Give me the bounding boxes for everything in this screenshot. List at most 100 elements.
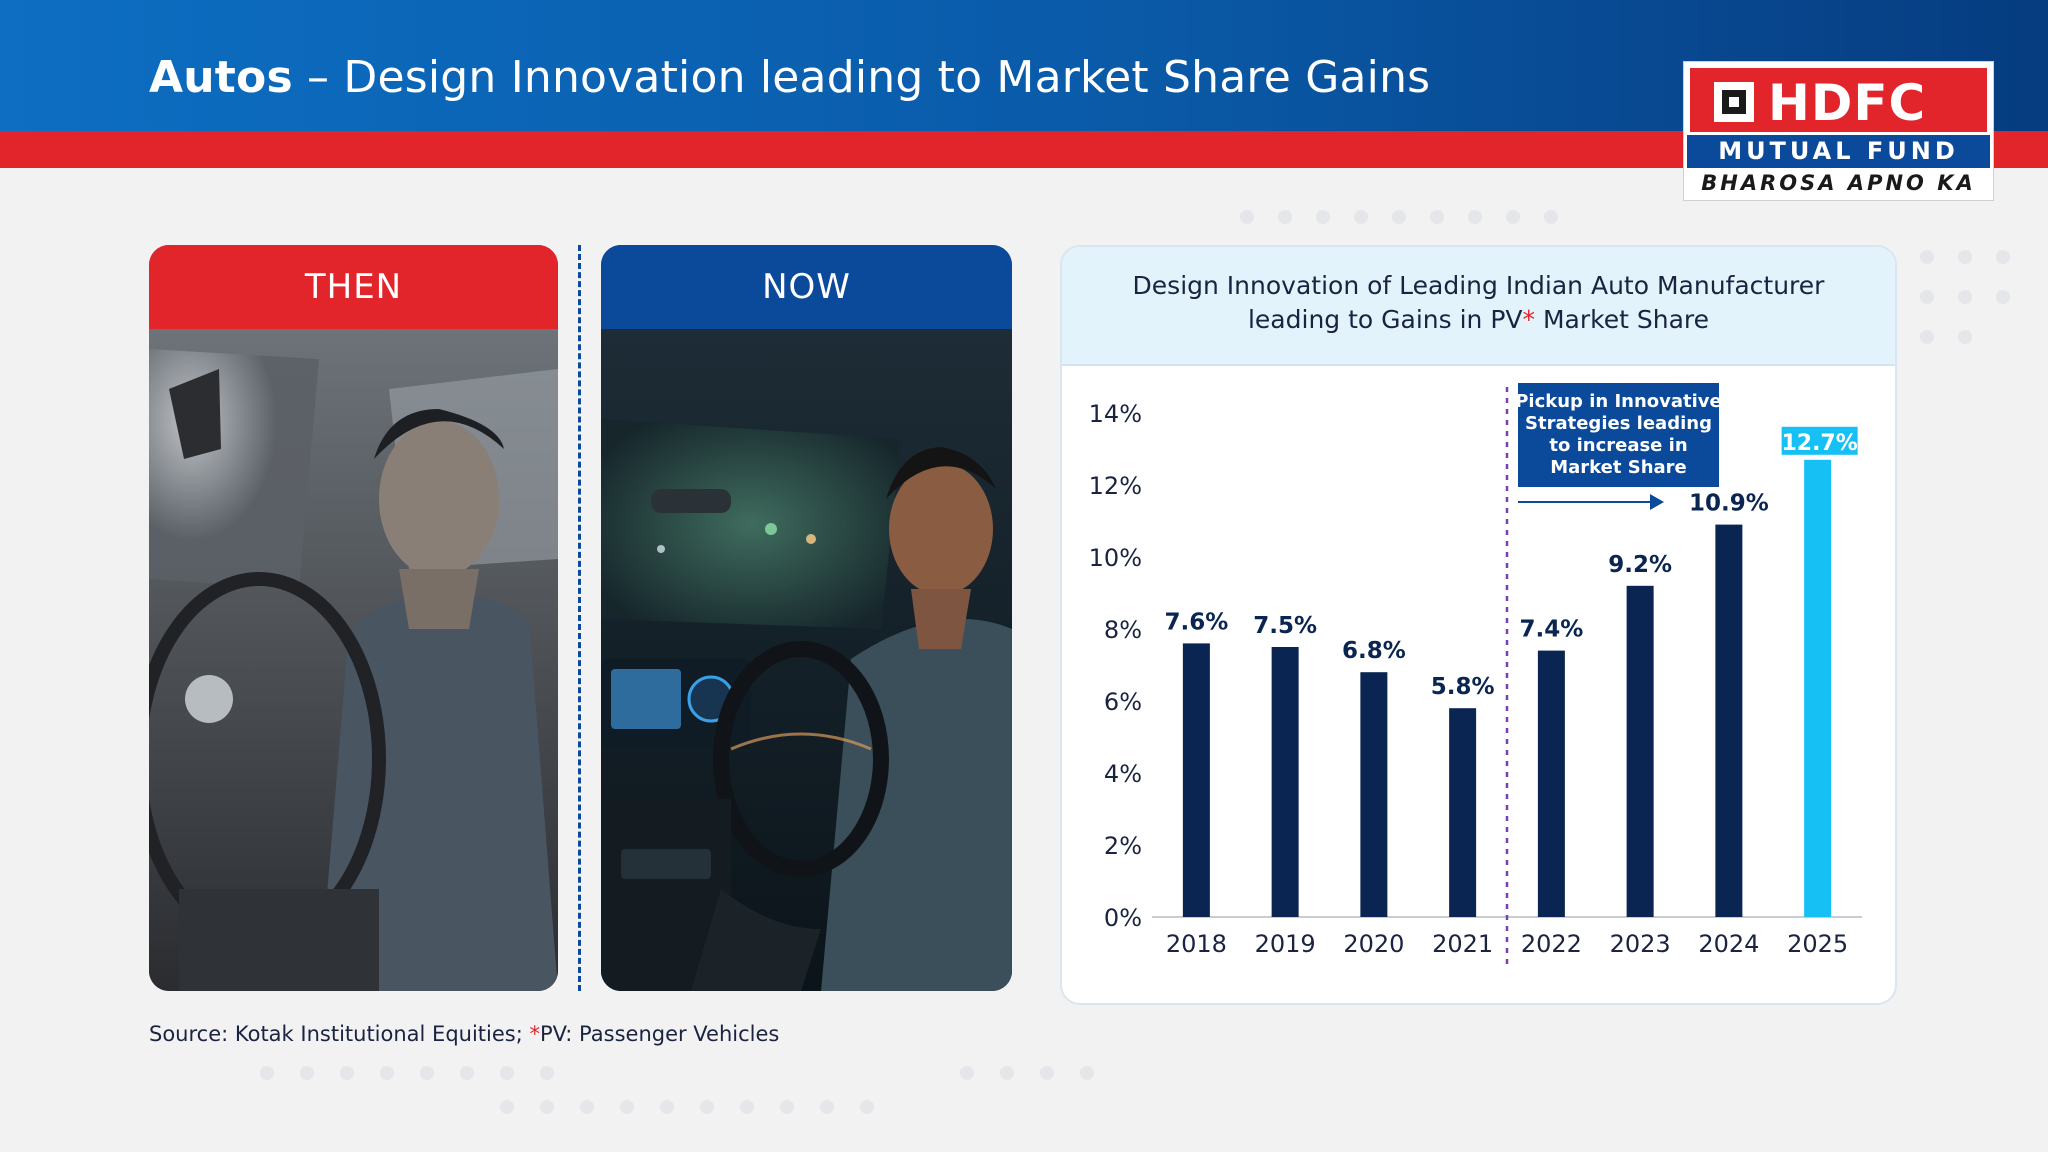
background-dot (1278, 210, 1292, 224)
y-tick-label: 12% (1089, 472, 1142, 500)
page-title-bold: Autos (149, 52, 293, 103)
bar-value-label: 6.8% (1342, 638, 1406, 664)
y-tick-label: 6% (1104, 688, 1142, 716)
bar-value-label: 7.5% (1253, 613, 1317, 639)
page-title-rest: – Design Innovation leading to Market Sh… (292, 52, 1431, 103)
bar-value-label: 9.2% (1608, 552, 1672, 578)
background-dot (740, 1100, 754, 1114)
chart-title-line1: Design Innovation of Leading Indian Auto… (1132, 271, 1825, 300)
bar (1360, 672, 1388, 917)
bar-value-label: 10.9% (1689, 491, 1769, 517)
hdfc-mark-icon (1714, 82, 1754, 122)
bar-chart: 0% 2% 4% 6% 8% 10% 12% 14% 7.6% 2018 7.5% 2019 6.8% 2… (1089, 383, 1862, 967)
bar-highlight-label-bg (1781, 426, 1858, 455)
background-dot (1354, 210, 1368, 224)
page-title: Autos – Design Innovation leading to Mar… (149, 52, 1430, 112)
background-dot (1000, 1066, 1014, 1080)
bar (1537, 650, 1565, 917)
arrow-right-icon (1650, 494, 1664, 510)
y-tick-label: 2% (1104, 832, 1142, 860)
background-dot (1920, 290, 1934, 304)
annotation-box (1518, 383, 1719, 487)
background-dot (420, 1066, 434, 1080)
x-tick-label: 2023 (1610, 930, 1671, 958)
background-dot (1544, 210, 1558, 224)
y-tick-label: 0% (1104, 904, 1142, 932)
logo-tagline: BHAROSA APNO KA (1701, 171, 1976, 195)
background-dot (780, 1100, 794, 1114)
background-dot (1392, 210, 1406, 224)
background-dot (1958, 290, 1972, 304)
background-dot (540, 1100, 554, 1114)
background-dot (1996, 250, 2010, 264)
bar-value-label: 12.7% (1781, 431, 1857, 456)
source-pre: Source: Kotak Institutional Equities; (149, 1022, 530, 1046)
background-dot (500, 1066, 514, 1080)
background-dot (580, 1100, 594, 1114)
bar-value-label: 5.8% (1431, 674, 1495, 700)
annotation-line: to increase in (1549, 435, 1687, 456)
background-dot (1240, 210, 1254, 224)
background-dot (260, 1066, 274, 1080)
bar (1182, 643, 1210, 917)
then-label: THEN (149, 245, 558, 329)
chart-title-star: * (1522, 305, 1536, 334)
y-tick-label: 14% (1089, 400, 1142, 428)
now-photo (601, 329, 1012, 991)
background-dot (1430, 210, 1444, 224)
chart-title-line2-post: Market Share (1535, 305, 1710, 334)
hdfc-logo: HDFC MUTUAL FUND BHAROSA APNO KA (1684, 62, 1993, 200)
then-photo (149, 329, 558, 991)
x-tick-label: 2018 (1166, 930, 1227, 958)
background-dot (860, 1100, 874, 1114)
logo-brand: HDFC (1768, 74, 1927, 132)
source-note: Source: Kotak Institutional Equities; *P… (149, 1022, 779, 1046)
background-dot (1506, 210, 1520, 224)
y-tick-label: 4% (1104, 760, 1142, 788)
chart-title-line2-pre: leading to Gains in PV (1247, 305, 1523, 334)
chart-title-line2: leading to Gains in PV* Market Share (1062, 303, 1895, 337)
now-panel: NOW (601, 245, 1012, 991)
background-dot (1920, 330, 1934, 344)
background-dot (960, 1066, 974, 1080)
background-dot (1468, 210, 1482, 224)
background-dot (1920, 250, 1934, 264)
background-dot (300, 1066, 314, 1080)
bar-value-label: 7.6% (1164, 609, 1228, 635)
chart-card: Design Innovation of Leading Indian Auto… (1060, 245, 1897, 1005)
background-dot (540, 1066, 554, 1080)
annotation-line: Market Share (1550, 457, 1687, 478)
x-tick-label: 2022 (1521, 930, 1582, 958)
background-dot (1040, 1066, 1054, 1080)
background-dot (620, 1100, 634, 1114)
logo-line2: MUTUAL FUND (1687, 135, 1990, 168)
source-post: PV: Passenger Vehicles (539, 1022, 780, 1046)
x-tick-label: 2025 (1787, 930, 1848, 958)
bar (1804, 459, 1832, 917)
background-dot (1958, 330, 1972, 344)
now-label: NOW (601, 245, 1012, 329)
bar (1626, 585, 1654, 917)
background-dot (500, 1100, 514, 1114)
bar (1449, 708, 1477, 917)
bar (1271, 647, 1299, 917)
background-dot (1958, 250, 1972, 264)
x-tick-label: 2019 (1255, 930, 1316, 958)
background-dot (700, 1100, 714, 1114)
background-dot (820, 1100, 834, 1114)
background-dot (340, 1066, 354, 1080)
chart-header: Design Innovation of Leading Indian Auto… (1062, 247, 1895, 366)
y-tick-label: 10% (1089, 544, 1142, 572)
bar (1715, 524, 1743, 917)
x-tick-label: 2020 (1343, 930, 1404, 958)
background-dot (1080, 1066, 1094, 1080)
background-dot (660, 1100, 674, 1114)
annotation-line: Strategies leading (1525, 413, 1712, 434)
source-star: * (529, 1022, 540, 1046)
x-tick-label: 2024 (1698, 930, 1759, 958)
y-tick-label: 8% (1104, 616, 1142, 644)
background-dot (1996, 290, 2010, 304)
annotation-line: Pickup in Innovative (1515, 391, 1722, 412)
background-dot (460, 1066, 474, 1080)
background-dot (380, 1066, 394, 1080)
